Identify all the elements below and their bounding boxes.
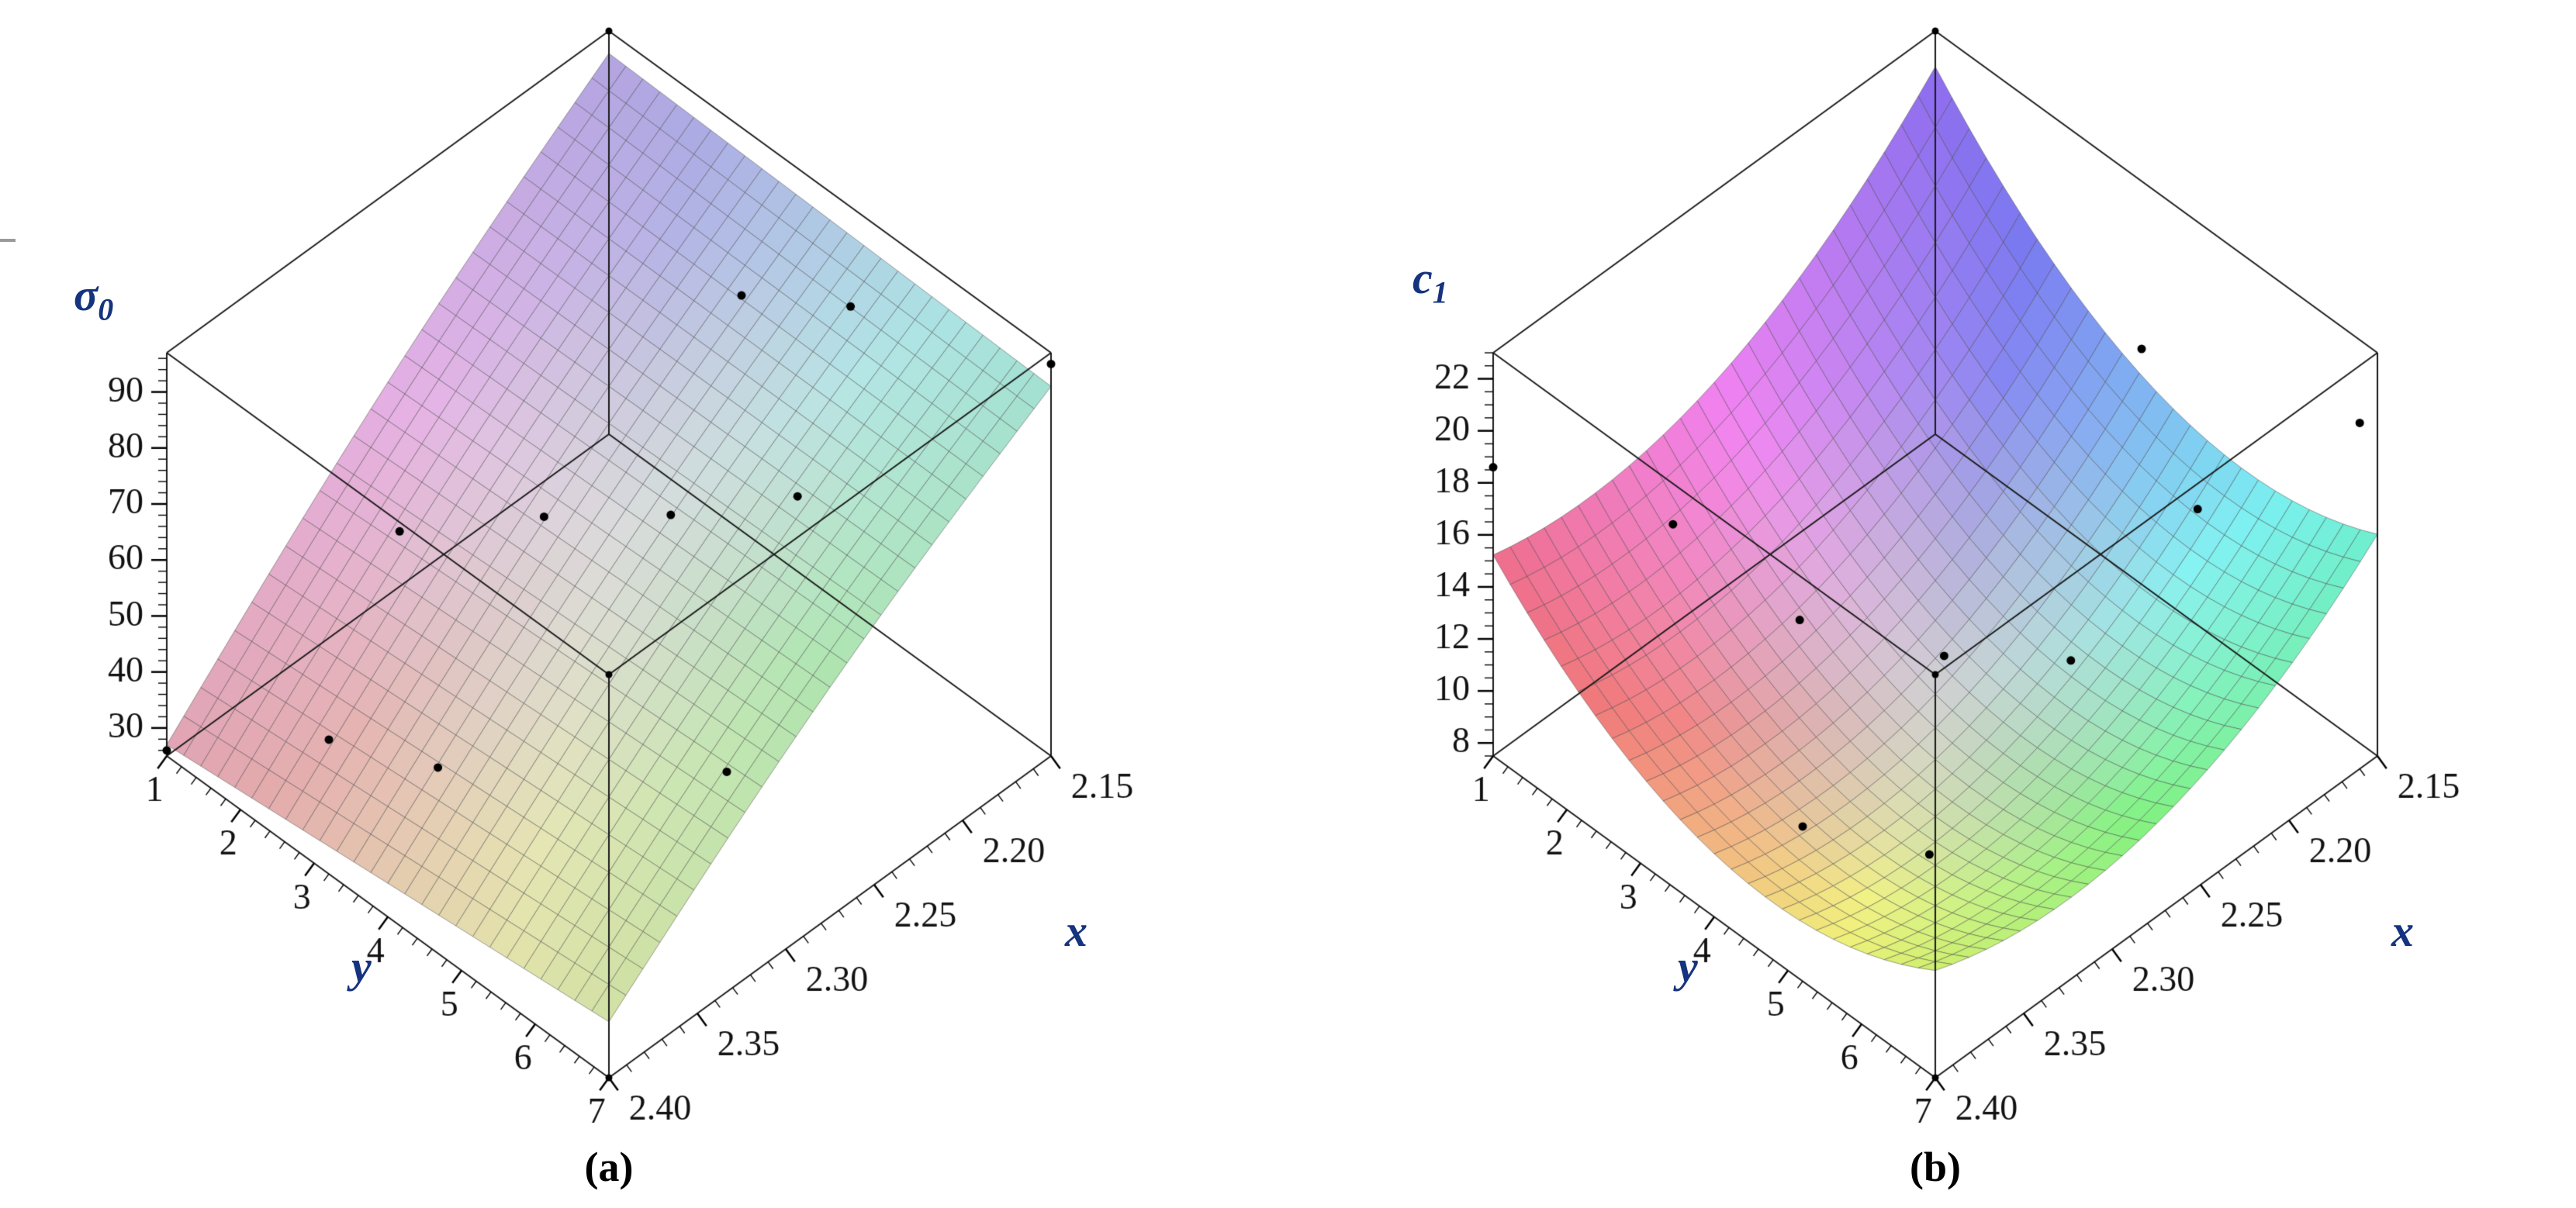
z-axis-symbol-b: c [1412, 253, 1433, 303]
scan-artifact [0, 239, 16, 242]
x-axis-label-a: x [1065, 906, 1087, 956]
z-axis-subscript-b: 1 [1432, 274, 1448, 310]
surface-plot-a-canvas [43, 0, 1250, 1132]
caption-a: (a) [584, 1144, 634, 1190]
caption-b: (b) [1910, 1144, 1961, 1190]
z-axis-label-a: σ0 [74, 273, 113, 326]
surface-plot-a: σ0 y x (a) [43, 0, 1250, 1208]
surface-plot-b: c1 y x (b) [1369, 0, 2576, 1208]
surface-plot-b-canvas [1369, 0, 2576, 1132]
x-axis-label-b: x [2391, 906, 2414, 956]
y-axis-label-a: y [351, 941, 372, 992]
z-axis-label-b: c1 [1412, 256, 1448, 309]
y-axis-label-b: y [1678, 941, 1698, 992]
z-axis-subscript-a: 0 [98, 292, 114, 327]
z-axis-symbol-a: σ [74, 270, 99, 320]
